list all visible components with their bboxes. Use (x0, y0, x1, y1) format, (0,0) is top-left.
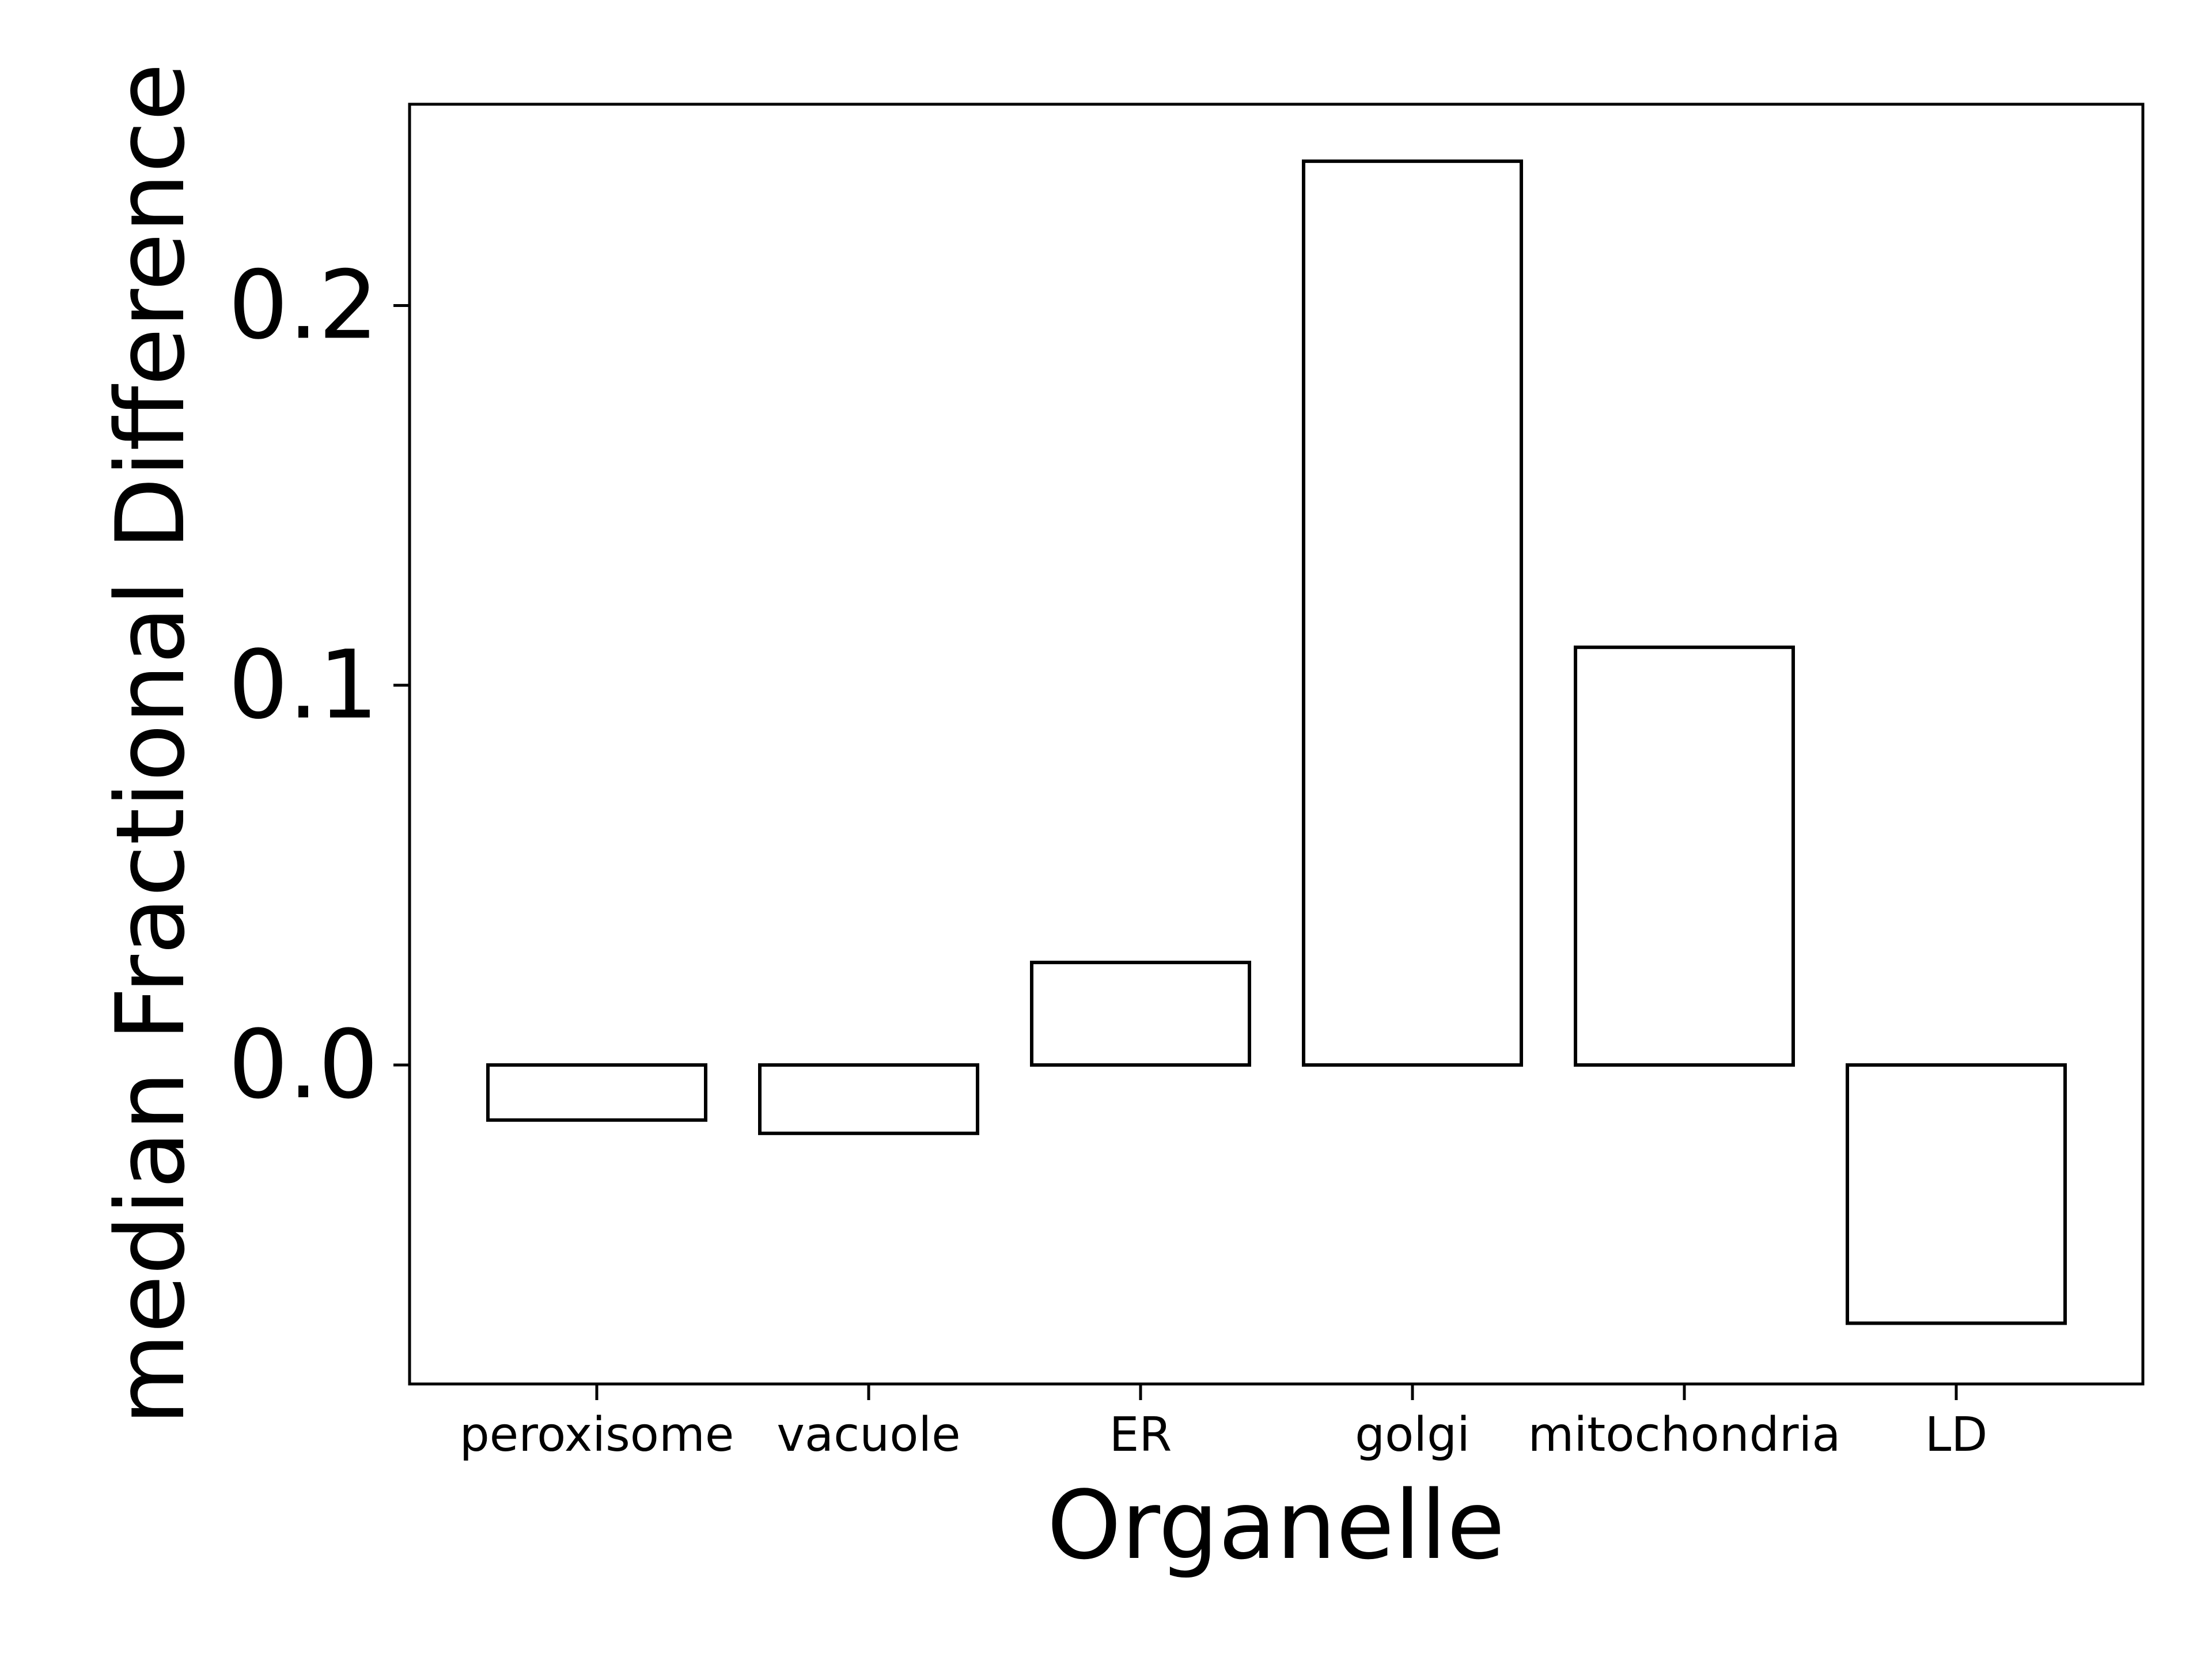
bar-er (1030, 961, 1251, 1067)
plot-frame (408, 103, 2145, 1386)
bars-layer (486, 159, 2067, 1325)
bar-golgi (1302, 159, 1523, 1067)
x-tick-label: mitochondria (1528, 1408, 1841, 1462)
y-axis-label: median Fractional Difference (96, 63, 206, 1425)
y-tick-label: 0.0 (228, 1010, 378, 1120)
x-axis: peroxisome vacuole ER golgi mitochondria LD (460, 1384, 1988, 1462)
bar-peroxisome (486, 1063, 707, 1122)
bar-ld (1846, 1063, 2067, 1325)
y-axis: 0.0 0.1 0.2 (228, 250, 410, 1120)
x-tick-label: ER (1109, 1408, 1172, 1462)
bar-vacuole (758, 1063, 979, 1135)
y-tick-label: 0.2 (228, 250, 378, 360)
y-tick-label: 0.1 (228, 630, 378, 740)
x-tick-label: golgi (1355, 1408, 1470, 1462)
x-tick-label: vacuole (777, 1408, 960, 1462)
x-axis-label: Organelle (1047, 1470, 1505, 1580)
bar-mitochondria (1574, 645, 1795, 1067)
x-tick-label: peroxisome (460, 1408, 734, 1462)
x-tick-label: LD (1925, 1408, 1988, 1462)
